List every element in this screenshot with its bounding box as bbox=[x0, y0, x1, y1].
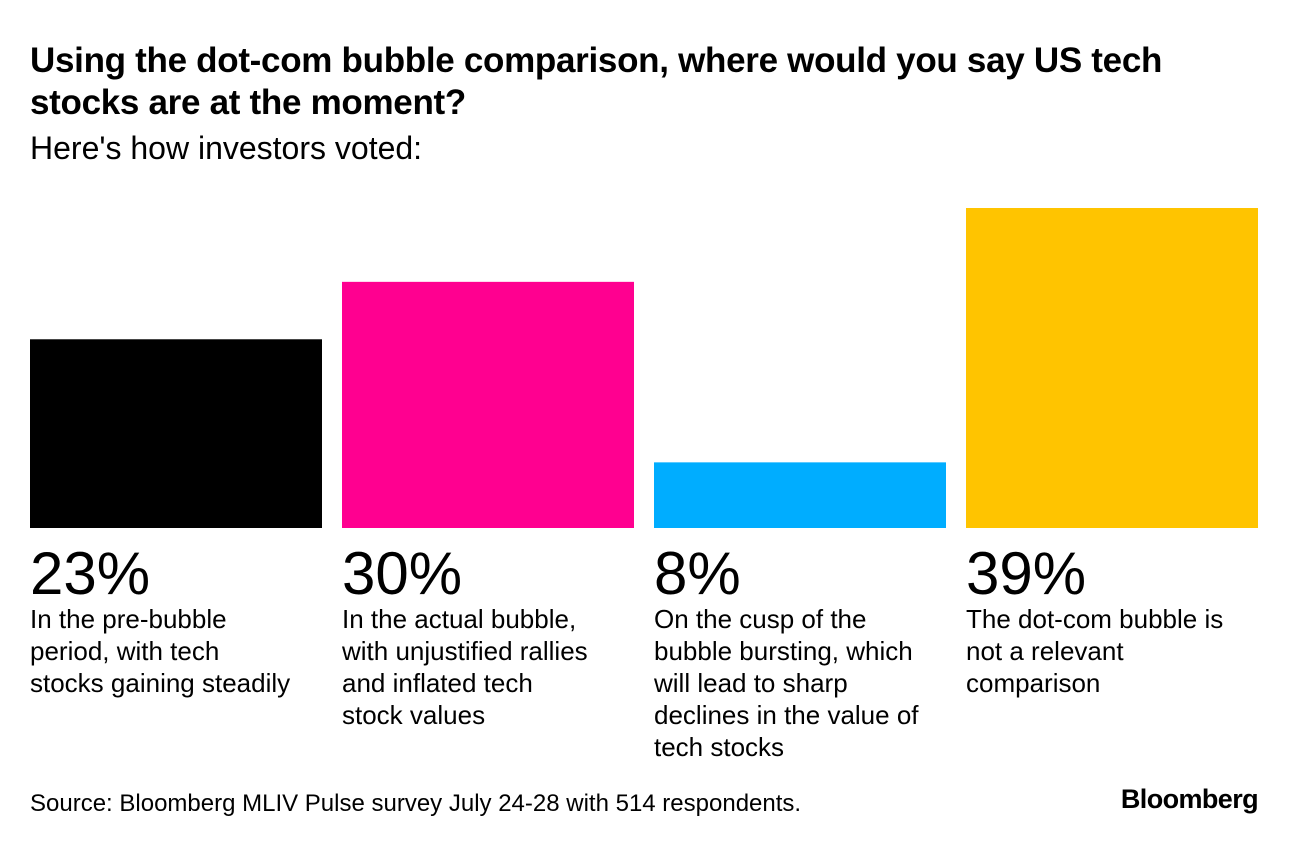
category-label-line: with unjustified rallies bbox=[341, 636, 588, 666]
category-label-line: and inflated tech bbox=[342, 668, 533, 698]
value-label-3: 8% bbox=[654, 540, 741, 607]
category-label-line: declines in the value of bbox=[654, 700, 919, 730]
category-label-line: will lead to sharp bbox=[653, 668, 848, 698]
chart-subtitle: Here's how investors voted: bbox=[30, 130, 423, 166]
category-label-4: The dot-com bubble is not a relevant compa… bbox=[966, 604, 1223, 698]
category-label-line: not a relevant bbox=[966, 636, 1124, 666]
bar-2 bbox=[342, 281, 634, 528]
category-label-line: In the pre-bubble bbox=[30, 604, 227, 634]
category-label-line: bubble bursting, which bbox=[654, 636, 913, 666]
category-label-line: comparison bbox=[966, 668, 1100, 698]
bar-1 bbox=[30, 339, 322, 528]
bloomberg-logo: Bloomberg bbox=[1120, 784, 1259, 814]
category-label-line: tech stocks bbox=[654, 732, 784, 762]
chart-title: Using the dot-com bubble comparison, whe… bbox=[30, 41, 1163, 122]
value-label-2: 30% bbox=[342, 540, 462, 607]
category-label-line: stocks gaining steadily bbox=[30, 668, 290, 698]
category-label-1: In the pre-bubble period, with tech stocks… bbox=[30, 604, 290, 698]
source-note: Source: Bloomberg MLIV Pulse survey July… bbox=[30, 790, 802, 817]
category-label-line: In the actual bubble, bbox=[342, 604, 576, 634]
bar-3 bbox=[654, 462, 946, 528]
category-label-line: stock values bbox=[342, 700, 485, 730]
value-label-1: 23% bbox=[30, 540, 150, 607]
bar-4 bbox=[966, 208, 1258, 528]
category-label-line: period, with tech bbox=[30, 636, 219, 666]
category-label-line: The dot-com bubble is bbox=[966, 604, 1223, 634]
category-label-2: In the actual bubble, with unjustified ra… bbox=[341, 604, 588, 730]
category-label-3: On the cusp of the bubble bursting, which… bbox=[653, 604, 919, 762]
category-label-line: On the cusp of the bbox=[654, 604, 866, 634]
value-label-4: 39% bbox=[966, 540, 1086, 607]
